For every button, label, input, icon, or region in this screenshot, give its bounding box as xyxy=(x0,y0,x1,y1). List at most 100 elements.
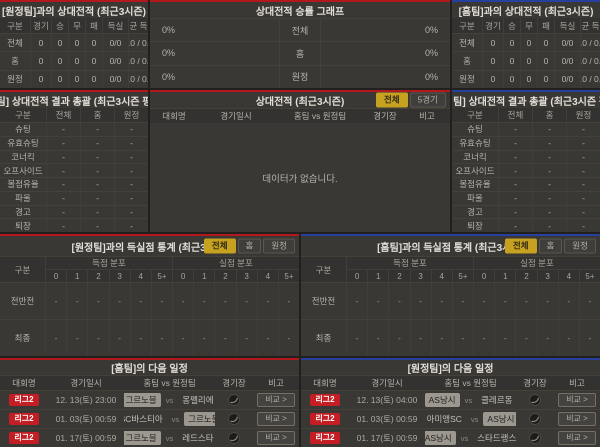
column-header: 구분 xyxy=(459,20,475,31)
cell-value: - xyxy=(114,123,148,136)
tab-all[interactable]: 전체 xyxy=(504,238,537,254)
cell-value: - xyxy=(494,283,515,319)
cell-value: 0/0 xyxy=(554,70,580,88)
group-header-row: 득점 분포 실점 분포 xyxy=(347,257,600,269)
column-header: 득실 xyxy=(102,18,128,33)
stadium-icon[interactable] xyxy=(228,413,240,425)
stadium-icon[interactable] xyxy=(529,432,541,444)
bin-header-row: 0 1 2 3 4 5+ 0 1 2 3 4 5+ xyxy=(347,269,600,282)
row-label: 전반전 xyxy=(301,283,347,319)
tab-last-5-games[interactable]: 5경기 xyxy=(409,92,446,108)
stadium-cell xyxy=(516,413,554,425)
column-header: 경기 xyxy=(482,18,503,33)
stadium-icon[interactable] xyxy=(228,394,240,406)
table-row: 파울 - - - xyxy=(452,190,600,205)
compare-button[interactable]: 비교 > xyxy=(558,412,596,426)
table-row: 파울 - - - xyxy=(0,190,148,205)
row-label: 슈팅 xyxy=(15,124,31,135)
cell-value: - xyxy=(80,164,114,177)
cell-value: - xyxy=(80,219,114,232)
cell-value: 0 xyxy=(537,52,554,70)
column-header: 비고 xyxy=(569,378,585,388)
cell-value: - xyxy=(114,136,148,150)
table-row: 슈팅 - - - xyxy=(452,122,600,136)
compare-button[interactable]: 비교 > xyxy=(257,412,295,426)
cell-value: - xyxy=(430,320,452,356)
panel-title: [원정팀] 상대전적 결과 총괄 (최근3시즌 평균) xyxy=(452,96,600,108)
match-datetime: 12. 13(토) 04:00 xyxy=(356,395,418,405)
match-teams: SC바스티아 vs 그르노블 xyxy=(124,412,215,426)
cell-value: 0 xyxy=(520,34,537,52)
row-label: 전체 xyxy=(7,37,23,48)
stadium-cell xyxy=(516,394,554,406)
goals-vs-away-table: 구분 득점 분포 실점 분포 0 1 2 3 4 5+ 0 1 2 3 4 5+ 전반전 - - - - - - - - - - -… xyxy=(0,256,299,356)
cell-value: - xyxy=(473,283,494,319)
home-winrate-value: 0% xyxy=(162,25,176,36)
column-header: 패 xyxy=(85,18,102,33)
winrate-row-label: 전체 xyxy=(279,19,321,42)
league-badge: 리그2 xyxy=(310,432,340,444)
tab-away[interactable]: 원정 xyxy=(263,238,295,254)
tab-all[interactable]: 전체 xyxy=(203,238,236,254)
cell-value: 0 xyxy=(51,34,68,52)
column-header: 경기일시 xyxy=(70,378,102,388)
match-teams: 아미앵SC vs AS낭시 xyxy=(425,412,516,426)
cell-value: - xyxy=(536,283,558,319)
table-row: 유효슈팅 - - - xyxy=(452,135,600,150)
stadium-icon[interactable] xyxy=(529,394,541,406)
column-header: 승 xyxy=(503,18,520,33)
panel-away-schedule: [원정팀]의 다음 일정 대회명 경기일시 홈팀 vs 원정팀 경기장 비고 리그2 12.… xyxy=(301,358,600,447)
compare-button[interactable]: 비교 > xyxy=(558,393,596,407)
table-row: 퇴장 - - - xyxy=(0,218,148,232)
bin-header: 5+ xyxy=(578,270,600,282)
goals-table-row: 전반전 - - - - - - - - - - - - xyxy=(301,282,600,319)
h2h-vs-home-table: 구분경기승무패득실평균 득실전체00000/00.0 / 0.0홈00000/0… xyxy=(452,18,600,88)
cell-value: 0 xyxy=(30,34,51,52)
cell-value: - xyxy=(256,320,278,356)
cell-value: - xyxy=(388,320,409,356)
tab-away[interactable]: 원정 xyxy=(564,238,596,254)
away-stats-table: 구분 전체 홈 원정 슈팅 - - - 유효슈팅 - - - 코너킥 - - - 오프사이드 - - - 볼점유율 - - -… xyxy=(452,108,600,232)
panel-title: [원정팀]의 다음 일정 xyxy=(407,364,494,375)
row-label: 파울 xyxy=(467,193,483,204)
column-header: 경기일시 xyxy=(220,111,252,121)
stadium-cell xyxy=(215,432,253,444)
row-label: 오프사이드 xyxy=(455,165,495,176)
stadium-icon[interactable] xyxy=(228,432,240,444)
match-teams: 그르노블 vs 몽펠리에 xyxy=(124,393,215,407)
panel-h2h-match-list: 상대전적 (최근3시즌) 전체 5경기 대회명 경기일시 홈팀 vs 원정팀 경기장 비… xyxy=(150,90,450,232)
league-cell: 리그2 xyxy=(0,432,48,444)
panel-title: [홈팀]과의 득실점 통계 (최근3시즌) 전체 홈 원정 xyxy=(301,236,600,256)
cell-value: 0 xyxy=(537,34,554,52)
cell-value: 0/0 xyxy=(554,52,580,70)
cell-value: - xyxy=(532,205,566,219)
goals-table-row: 전반전 - - - - - - - - - - - - xyxy=(0,282,299,319)
table-row: 슈팅 - - - xyxy=(0,122,148,136)
column-header: 대회명 xyxy=(162,111,186,121)
league-cell: 리그2 xyxy=(301,432,349,444)
cell-value: - xyxy=(498,136,532,150)
tab-home[interactable]: 홈 xyxy=(538,238,563,254)
tab-all[interactable]: 전체 xyxy=(375,92,408,108)
tab-home[interactable]: 홈 xyxy=(237,238,262,254)
match-teams: AS낭시 vs 스타드랭스 xyxy=(425,431,516,445)
match-teams: 그르노블 vs 레드스타 xyxy=(124,431,215,445)
column-header: 평균 득실 xyxy=(580,18,600,33)
stadium-icon[interactable] xyxy=(529,413,541,425)
compare-button[interactable]: 비교 > xyxy=(257,431,295,445)
cell-value: 0 xyxy=(482,70,503,88)
league-badge: 리그2 xyxy=(310,413,340,425)
compare-button[interactable]: 비교 > xyxy=(257,393,295,407)
cell-value: - xyxy=(498,123,532,136)
cell-value: - xyxy=(498,219,532,232)
cell-value: 0/0 xyxy=(554,34,580,52)
cell-value: - xyxy=(557,283,579,319)
column-header: 무 xyxy=(520,18,537,33)
corner-label: 구분 xyxy=(301,257,347,282)
compare-button[interactable]: 비교 > xyxy=(558,431,596,445)
column-header: 패 xyxy=(537,18,554,33)
bin-header: 4 xyxy=(430,270,452,282)
